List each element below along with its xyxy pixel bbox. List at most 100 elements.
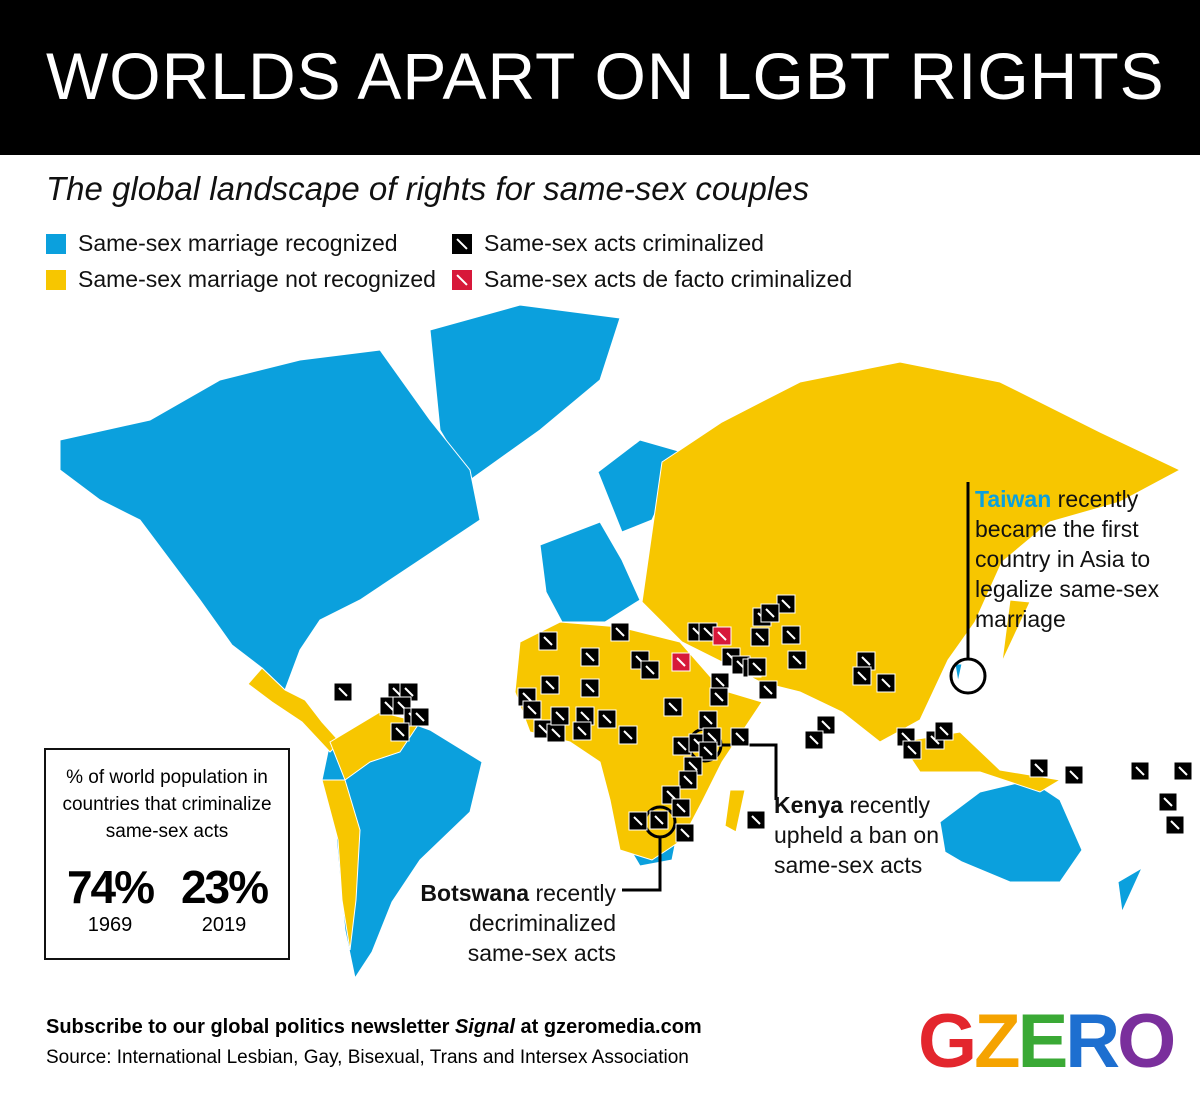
marker-slash [555, 711, 565, 721]
legend-label: Same-sex acts criminalized [484, 230, 764, 256]
criminalized-marker [672, 736, 692, 756]
legend-item: Same-sex marriage not recognized [46, 266, 436, 293]
marker-slash [623, 730, 633, 740]
annotation-country: Kenya [774, 792, 844, 818]
annotation-country: Botswana [420, 880, 530, 906]
criminalized-marker [787, 650, 807, 670]
subscribe-text: at gzeromedia.com [520, 1016, 702, 1038]
marker-slash [338, 687, 348, 697]
marker-slash [585, 683, 595, 693]
criminalized-marker [781, 625, 801, 645]
legend-label: Same-sex acts de facto criminalized [484, 266, 853, 292]
annotation-text: recently [535, 880, 616, 906]
criminalized-marker [1173, 761, 1193, 781]
marker-slash [543, 636, 553, 646]
marker-slash [522, 692, 532, 702]
new-zealand [1117, 866, 1144, 914]
annotation-text: same-sex acts [467, 940, 616, 966]
botswana-annotation: Botswana recently decriminalized same-se… [420, 878, 616, 968]
marker-slash [765, 608, 775, 618]
annotation-country: Taiwan [975, 486, 1052, 512]
criminalized-marker [546, 723, 566, 743]
japan [1001, 599, 1031, 663]
subscribe-line: Subscribe to our global politics newslet… [46, 1016, 702, 1039]
stat-value: 23% [180, 861, 269, 913]
criminalized-marker [750, 627, 770, 647]
inset-title-line: % of world population in [66, 767, 268, 788]
north-america [59, 349, 481, 691]
criminalized-marker [698, 741, 718, 761]
criminalized-marker [1130, 761, 1150, 781]
criminalized-marker [1158, 792, 1178, 812]
marker-slash [707, 732, 717, 742]
western-europe [539, 521, 641, 623]
logo-letter: G [918, 999, 977, 1084]
marker-slash [715, 677, 725, 687]
marker-slash [703, 627, 713, 637]
criminalized-marker [902, 740, 922, 760]
marker-slash [645, 665, 655, 675]
criminalized-marker [709, 687, 729, 707]
taiwan [954, 663, 963, 683]
marker-slash [577, 726, 587, 736]
annotation-text: decriminalized [468, 910, 616, 936]
stat: 74% 1969 [60, 862, 160, 938]
criminalized-marker [663, 697, 683, 717]
marker-slash [907, 745, 917, 755]
marker-slash [551, 728, 561, 738]
marker-slash [939, 726, 949, 736]
marriage-recognized-regions [59, 304, 1144, 980]
marker-slash [654, 815, 664, 825]
criminalized-marker [852, 666, 872, 686]
marker-slash [735, 732, 745, 742]
marker-slash [688, 761, 698, 771]
legend-item: Same-sex acts criminalized [452, 230, 764, 257]
taiwan-annotation: Taiwan recently became the first country… [975, 484, 1159, 634]
marker-slash [792, 655, 802, 665]
criminalized-marker [597, 709, 617, 729]
title: WORLDS APART ON LGBT RIGHTS [46, 39, 1165, 113]
criminalized-marker [758, 680, 778, 700]
marker-slash [545, 680, 555, 690]
criminalized-marker [776, 594, 796, 614]
annotation-text: recently [1057, 486, 1139, 512]
header: WORLDS APART ON LGBT RIGHTS [0, 0, 1200, 155]
marker-slash [1170, 820, 1180, 830]
criminalized-marker [675, 823, 695, 843]
marker-slash [1135, 766, 1145, 776]
criminalized-marker [746, 810, 766, 830]
criminalized-marker [410, 707, 430, 727]
annotation-text: same-sex acts [774, 852, 923, 878]
legend-swatch [46, 269, 66, 290]
marker-slash [384, 701, 394, 711]
criminalized-marker [671, 798, 691, 818]
population-inset: % of world population in countries that … [44, 748, 290, 960]
marker-slash [680, 828, 690, 838]
marker-slash [683, 775, 693, 785]
stat-year: 2019 [201, 914, 247, 936]
criminalized-marker [640, 660, 660, 680]
legend-swatch [46, 233, 66, 254]
marker-slash [676, 657, 686, 667]
logo-letter: R [1065, 999, 1120, 1084]
logo: GZERO [918, 999, 1176, 1084]
criminalized-marker [678, 770, 698, 790]
marker-slash [1163, 797, 1173, 807]
logo-letter: O [1117, 999, 1176, 1084]
criminalized-marker [540, 675, 560, 695]
legend-item: Same-sex marriage recognized [46, 230, 398, 257]
marker-slash [633, 816, 643, 826]
marker-slash [881, 678, 891, 688]
criminalized-marker [538, 631, 558, 651]
annotation-text: recently [849, 792, 930, 818]
marker-slash [602, 714, 612, 724]
marker-slash [703, 746, 713, 756]
criminalized-marker [572, 721, 592, 741]
criminalized-marker [712, 626, 732, 646]
criminalized-marker [522, 700, 542, 720]
logo-letter: Z [974, 999, 1020, 1084]
inset-title: % of world population in countries that … [46, 764, 288, 845]
marker-slash [809, 735, 819, 745]
criminalized-marker [671, 652, 691, 672]
